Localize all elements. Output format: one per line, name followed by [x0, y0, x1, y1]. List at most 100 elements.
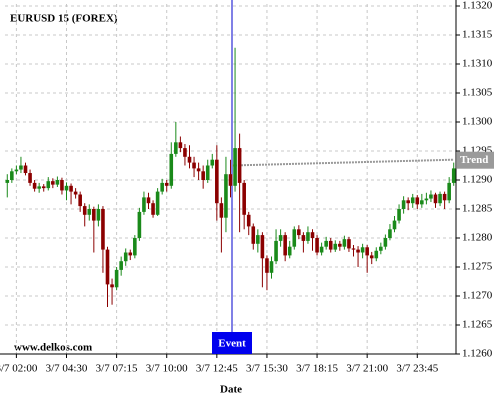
candle-body: [224, 174, 228, 218]
candle-body: [164, 182, 169, 186]
candle-body: [119, 261, 123, 270]
watermark: www.delkos.com: [14, 342, 92, 354]
x-tick-label: 3/7 21:00: [346, 363, 388, 375]
candle-body: [69, 185, 73, 192]
candle-body: [433, 194, 438, 204]
candle-body: [155, 191, 160, 215]
candle-body: [342, 239, 347, 247]
trend-label-box: [457, 151, 494, 169]
candle-body: [146, 197, 151, 204]
candle-body: [324, 240, 328, 247]
event-label: Event: [218, 338, 246, 350]
candle-body: [64, 185, 69, 191]
x-axis-title: Date: [220, 384, 242, 396]
y-tick-label: 1.1260: [462, 348, 493, 360]
y-tick-label: 1.1275: [462, 261, 493, 273]
candle-body: [201, 171, 205, 180]
candle-body: [210, 159, 215, 166]
candle-body: [420, 200, 424, 205]
candle-body: [301, 235, 306, 241]
candle-body: [128, 252, 133, 256]
candle-body: [192, 162, 196, 169]
candle-body: [401, 200, 406, 209]
candle-body: [333, 243, 338, 250]
candle-body: [37, 186, 41, 189]
candle-body: [265, 258, 269, 273]
y-tick-label: 1.1315: [462, 29, 493, 41]
x-tick-label: 3/7 07:15: [96, 363, 138, 375]
candle-body: [19, 165, 23, 170]
candle-body: [388, 229, 392, 238]
candle-body: [87, 209, 92, 215]
candle-body: [246, 214, 251, 227]
y-tick-label: 1.1265: [462, 319, 493, 331]
candle-body: [351, 248, 356, 250]
candle-body: [438, 193, 442, 204]
candle-body: [274, 240, 278, 262]
x-tick-label: 3/7 04:30: [46, 363, 88, 375]
candle-body: [260, 235, 265, 259]
candle-body: [110, 284, 114, 288]
candle-body: [5, 180, 10, 183]
candle-body: [187, 156, 192, 163]
candle-body: [73, 191, 78, 195]
candle-body: [451, 168, 456, 183]
candle-body: [365, 247, 369, 256]
candle-body: [315, 238, 319, 253]
candle-body: [242, 182, 246, 215]
candle-body: [447, 182, 451, 201]
candle-body: [105, 249, 110, 285]
candle-body: [406, 200, 410, 204]
candle-body: [101, 209, 105, 250]
x-tick-label: 3/7 12:45: [196, 363, 238, 375]
x-tick-label: 3/7 18:15: [296, 363, 338, 375]
candle-body: [10, 171, 14, 180]
candle-body: [14, 169, 19, 172]
candle-body: [379, 246, 383, 251]
candle-body: [369, 255, 374, 259]
event-box: [212, 332, 252, 354]
candle-body: [133, 238, 137, 256]
trend-label: Trend: [460, 154, 488, 166]
candle-body: [169, 153, 174, 186]
candle-body: [219, 203, 224, 218]
candle-body: [82, 206, 87, 215]
candle-body: [292, 229, 297, 247]
candle-body: [151, 203, 155, 215]
candle-body: [310, 232, 315, 238]
candle-body: [55, 180, 60, 185]
candle-body: [41, 186, 46, 189]
candle-body: [269, 261, 274, 273]
y-tick-label: 1.1285: [462, 203, 493, 215]
candle-body: [306, 232, 310, 241]
candle-body: [338, 243, 342, 247]
candle-body: [442, 193, 447, 201]
trend-line: [231, 158, 455, 167]
candle-body: [160, 182, 164, 192]
candle-body: [278, 235, 283, 241]
candle-body: [183, 148, 187, 157]
candle-body: [51, 181, 55, 185]
x-tick-label: 3/7 10:00: [146, 363, 188, 375]
candle-body: [374, 250, 379, 259]
candle-body: [429, 194, 433, 199]
y-tick-label: 1.1320: [462, 0, 493, 12]
y-tick-label: 1.1305: [462, 87, 493, 99]
x-tick-label: 3/7 23:45: [396, 363, 438, 375]
candle-body: [142, 197, 146, 212]
candle-body: [114, 269, 119, 288]
candle-body: [256, 235, 260, 244]
candle-body: [383, 238, 388, 247]
y-tick-label: 1.1300: [462, 116, 493, 128]
candle-body: [319, 246, 324, 253]
chart-title: EURUSD 15 (FOREX): [10, 13, 118, 25]
candle-body: [137, 211, 142, 238]
candle-body: [360, 247, 365, 253]
y-tick-label: 1.1310: [462, 58, 493, 70]
candle-body: [251, 226, 256, 244]
candle-body: [415, 197, 420, 205]
candle-body: [205, 165, 210, 180]
candle-body: [28, 173, 32, 183]
candle-body: [228, 174, 233, 186]
